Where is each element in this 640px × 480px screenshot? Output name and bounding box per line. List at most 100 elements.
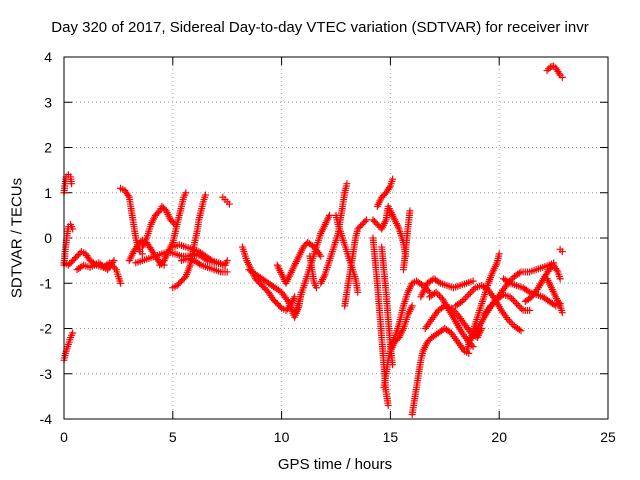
y-tick-label: -2 <box>40 321 53 337</box>
data-point <box>558 248 566 256</box>
y-tick-label: 2 <box>44 140 52 156</box>
series-arc-ac <box>399 207 414 274</box>
data-point <box>170 219 178 227</box>
data-point <box>182 189 190 197</box>
data-point <box>468 287 476 295</box>
x-tick-label: 5 <box>169 429 177 445</box>
data-point <box>276 303 284 311</box>
data-point <box>504 278 512 286</box>
data-point <box>513 300 521 308</box>
series-arc-q <box>273 239 325 287</box>
data-point <box>389 175 397 183</box>
data-point <box>138 250 146 258</box>
data-point <box>466 289 474 297</box>
data-point <box>490 298 498 306</box>
series-arc-e <box>73 257 118 274</box>
data-point <box>276 287 284 295</box>
data-point <box>435 292 443 300</box>
data-point <box>511 298 519 306</box>
data-point <box>506 317 514 325</box>
data-point <box>518 305 526 313</box>
y-tick-label: -3 <box>40 366 53 382</box>
series-arc-c <box>60 220 77 269</box>
data-point <box>124 192 132 200</box>
series-arc-l <box>169 241 231 269</box>
x-tick-label: 25 <box>600 429 616 445</box>
series-arc-ad <box>408 325 473 418</box>
series-arc-ag <box>426 288 477 351</box>
y-tick-label: -1 <box>40 275 53 291</box>
y-tick-label: 4 <box>44 49 52 65</box>
data-point <box>432 288 440 296</box>
y-axis-label: SDTVAR / TECUs <box>8 177 26 299</box>
series-arc-aj <box>452 282 525 335</box>
data-point <box>452 309 460 317</box>
series-arc-k <box>169 191 209 292</box>
data-point <box>543 67 551 75</box>
data-point <box>354 288 362 296</box>
series-arc-ak <box>480 291 534 319</box>
data-point <box>408 302 416 310</box>
series-arc-i <box>138 202 179 251</box>
data-point <box>309 242 317 250</box>
data-point <box>488 300 496 308</box>
series-arc-v <box>306 252 320 292</box>
data-point <box>446 328 454 336</box>
data-point <box>154 208 162 216</box>
data-point <box>361 217 369 225</box>
data-point <box>556 275 564 283</box>
data-point <box>495 250 503 258</box>
data-point <box>509 296 517 304</box>
data-point <box>515 326 523 334</box>
series-arc-ap <box>556 245 566 256</box>
data-point <box>406 207 414 215</box>
x-tick-label: 15 <box>383 429 399 445</box>
data-point <box>68 180 76 188</box>
x-tick-label: 10 <box>274 429 290 445</box>
data-point <box>434 290 442 298</box>
series-arc-f <box>117 184 146 258</box>
data-point <box>325 211 333 219</box>
data-point <box>460 296 468 304</box>
series-arc-n <box>219 193 233 208</box>
data-point <box>486 302 494 310</box>
series-arc-t <box>341 216 370 310</box>
x-tick-label: 0 <box>60 429 68 445</box>
data-point <box>558 73 566 81</box>
data-point <box>504 315 512 323</box>
data-point <box>515 269 523 277</box>
data-point <box>558 309 566 317</box>
data-point <box>465 291 473 299</box>
data-point <box>470 285 478 293</box>
data-point <box>506 293 514 301</box>
series-arc-m <box>178 254 231 276</box>
data-point <box>553 266 561 274</box>
x-axis-label: GPS time / hours <box>277 456 393 473</box>
data-point <box>223 268 231 276</box>
data-point <box>461 294 469 302</box>
data-point <box>69 225 77 233</box>
data-point <box>469 277 477 285</box>
data-point <box>317 252 325 260</box>
data-point <box>516 303 524 311</box>
plot-area-border <box>63 56 609 420</box>
data-point <box>312 284 320 292</box>
y-tick-label: 1 <box>44 185 52 201</box>
data-point <box>117 279 125 287</box>
data-point <box>508 295 516 303</box>
data-point <box>69 329 77 337</box>
series-arc-u <box>332 211 362 296</box>
series-arc-z <box>378 243 397 369</box>
y-tick-label: 0 <box>44 230 52 246</box>
data-point <box>526 306 534 314</box>
data-point <box>526 294 534 302</box>
data-point <box>384 401 392 409</box>
y-tick-label: -4 <box>40 411 53 427</box>
data-point <box>110 257 118 265</box>
data-point <box>206 255 214 263</box>
series-arc-j <box>156 189 190 269</box>
data-point <box>550 259 558 267</box>
y-tick-label: 3 <box>44 94 52 110</box>
